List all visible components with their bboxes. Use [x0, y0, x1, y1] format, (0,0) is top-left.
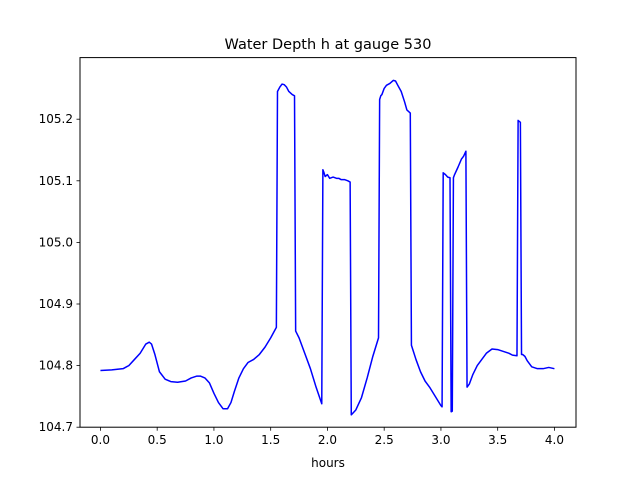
y-tick-label: 104.8	[39, 359, 73, 373]
plot-frame	[79, 57, 577, 428]
x-tick-label: 2.5	[375, 433, 394, 447]
x-tick-label: 3.5	[488, 433, 507, 447]
x-tick-label: 1.5	[261, 433, 280, 447]
y-axis: 104.7 104.8 104.9 105.0 105.1 105.2	[39, 112, 80, 434]
x-tick-label: 4.0	[545, 433, 564, 447]
y-tick-label: 105.1	[39, 174, 73, 188]
x-tick-label: 1.0	[204, 433, 223, 447]
y-tick-label: 104.9	[39, 297, 73, 311]
x-tick-label: 0.0	[91, 433, 110, 447]
x-axis-label: hours	[311, 456, 345, 470]
y-tick-label: 105.2	[39, 112, 73, 126]
y-tick-label: 105.0	[39, 235, 73, 249]
y-tick-label: 104.7	[39, 420, 73, 434]
x-tick-label: 0.5	[148, 433, 167, 447]
x-tick-label: 2.0	[318, 433, 337, 447]
plot-area	[100, 79, 555, 416]
x-axis: 0.0 0.5 1.0 1.5 2.0 2.5 3.0 3.5 4.0	[91, 427, 564, 447]
series-line	[100, 79, 555, 416]
x-tick-label: 3.0	[431, 433, 450, 447]
chart-title: Water Depth h at gauge 530	[225, 37, 432, 53]
